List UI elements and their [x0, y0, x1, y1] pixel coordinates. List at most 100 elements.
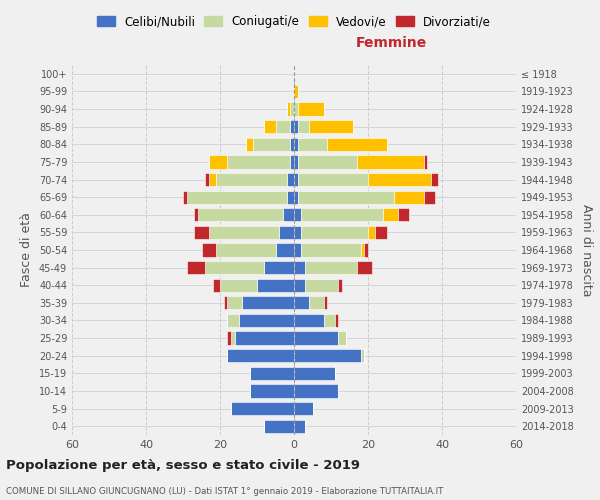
Bar: [194, 226, 209, 239]
Bar: [383, 208, 398, 222]
Bar: [294, 384, 338, 398]
Bar: [431, 173, 438, 186]
Bar: [246, 138, 253, 151]
Bar: [309, 120, 353, 134]
Bar: [202, 244, 217, 256]
Bar: [357, 261, 372, 274]
Bar: [250, 366, 294, 380]
Bar: [368, 226, 376, 239]
Bar: [250, 384, 294, 398]
Bar: [275, 120, 290, 134]
Bar: [398, 208, 409, 222]
Bar: [305, 261, 357, 274]
Bar: [183, 190, 187, 204]
Y-axis label: Fasce di età: Fasce di età: [20, 212, 33, 288]
Bar: [194, 208, 198, 222]
Bar: [294, 349, 361, 362]
Bar: [283, 208, 294, 222]
Bar: [338, 332, 346, 344]
Bar: [217, 173, 287, 186]
Bar: [298, 156, 357, 168]
Bar: [294, 244, 301, 256]
Bar: [205, 173, 209, 186]
Bar: [227, 296, 242, 310]
Bar: [305, 278, 338, 292]
Bar: [220, 278, 257, 292]
Bar: [294, 102, 298, 116]
Bar: [328, 138, 386, 151]
Bar: [357, 156, 424, 168]
Bar: [294, 420, 305, 433]
Legend: Celibi/Nubili, Coniugati/e, Vedovi/e, Divorziati/e: Celibi/Nubili, Coniugati/e, Vedovi/e, Di…: [93, 12, 495, 32]
Bar: [205, 261, 265, 274]
Text: Popolazione per età, sesso e stato civile - 2019: Popolazione per età, sesso e stato civil…: [6, 460, 360, 472]
Bar: [217, 244, 275, 256]
Bar: [294, 190, 298, 204]
Bar: [212, 278, 220, 292]
Bar: [298, 102, 323, 116]
Bar: [287, 102, 290, 116]
Bar: [298, 120, 309, 134]
Bar: [265, 420, 294, 433]
Bar: [309, 296, 323, 310]
Bar: [298, 190, 394, 204]
Bar: [338, 278, 342, 292]
Bar: [265, 261, 294, 274]
Bar: [187, 261, 205, 274]
Bar: [198, 208, 283, 222]
Bar: [335, 314, 338, 327]
Bar: [294, 120, 298, 134]
Bar: [301, 244, 361, 256]
Bar: [294, 156, 298, 168]
Bar: [294, 278, 305, 292]
Bar: [290, 156, 294, 168]
Bar: [265, 120, 275, 134]
Bar: [227, 156, 290, 168]
Bar: [301, 226, 368, 239]
Bar: [279, 226, 294, 239]
Bar: [227, 349, 294, 362]
Bar: [235, 332, 294, 344]
Bar: [231, 402, 294, 415]
Bar: [424, 156, 427, 168]
Bar: [294, 261, 305, 274]
Bar: [323, 296, 328, 310]
Bar: [368, 173, 431, 186]
Bar: [294, 85, 298, 98]
Text: COMUNE DI SILLANO GIUNCUGNANO (LU) - Dati ISTAT 1° gennaio 2019 - Elaborazione T: COMUNE DI SILLANO GIUNCUGNANO (LU) - Dat…: [6, 487, 443, 496]
Bar: [224, 296, 227, 310]
Bar: [361, 349, 364, 362]
Bar: [298, 138, 328, 151]
Bar: [227, 314, 239, 327]
Bar: [294, 173, 298, 186]
Bar: [187, 190, 287, 204]
Bar: [257, 278, 294, 292]
Bar: [242, 296, 294, 310]
Bar: [294, 402, 313, 415]
Bar: [209, 173, 217, 186]
Bar: [294, 332, 338, 344]
Bar: [275, 244, 294, 256]
Bar: [287, 190, 294, 204]
Bar: [290, 138, 294, 151]
Bar: [287, 173, 294, 186]
Bar: [298, 173, 368, 186]
Bar: [294, 296, 309, 310]
Bar: [323, 314, 335, 327]
Bar: [301, 208, 383, 222]
Bar: [290, 120, 294, 134]
Bar: [424, 190, 434, 204]
Bar: [294, 314, 323, 327]
Bar: [294, 208, 301, 222]
Bar: [294, 138, 298, 151]
Y-axis label: Anni di nascita: Anni di nascita: [580, 204, 593, 296]
Bar: [227, 332, 231, 344]
Bar: [394, 190, 424, 204]
Bar: [376, 226, 386, 239]
Bar: [361, 244, 364, 256]
Bar: [294, 366, 335, 380]
Bar: [253, 138, 290, 151]
Bar: [290, 102, 294, 116]
Bar: [209, 226, 279, 239]
Bar: [231, 332, 235, 344]
